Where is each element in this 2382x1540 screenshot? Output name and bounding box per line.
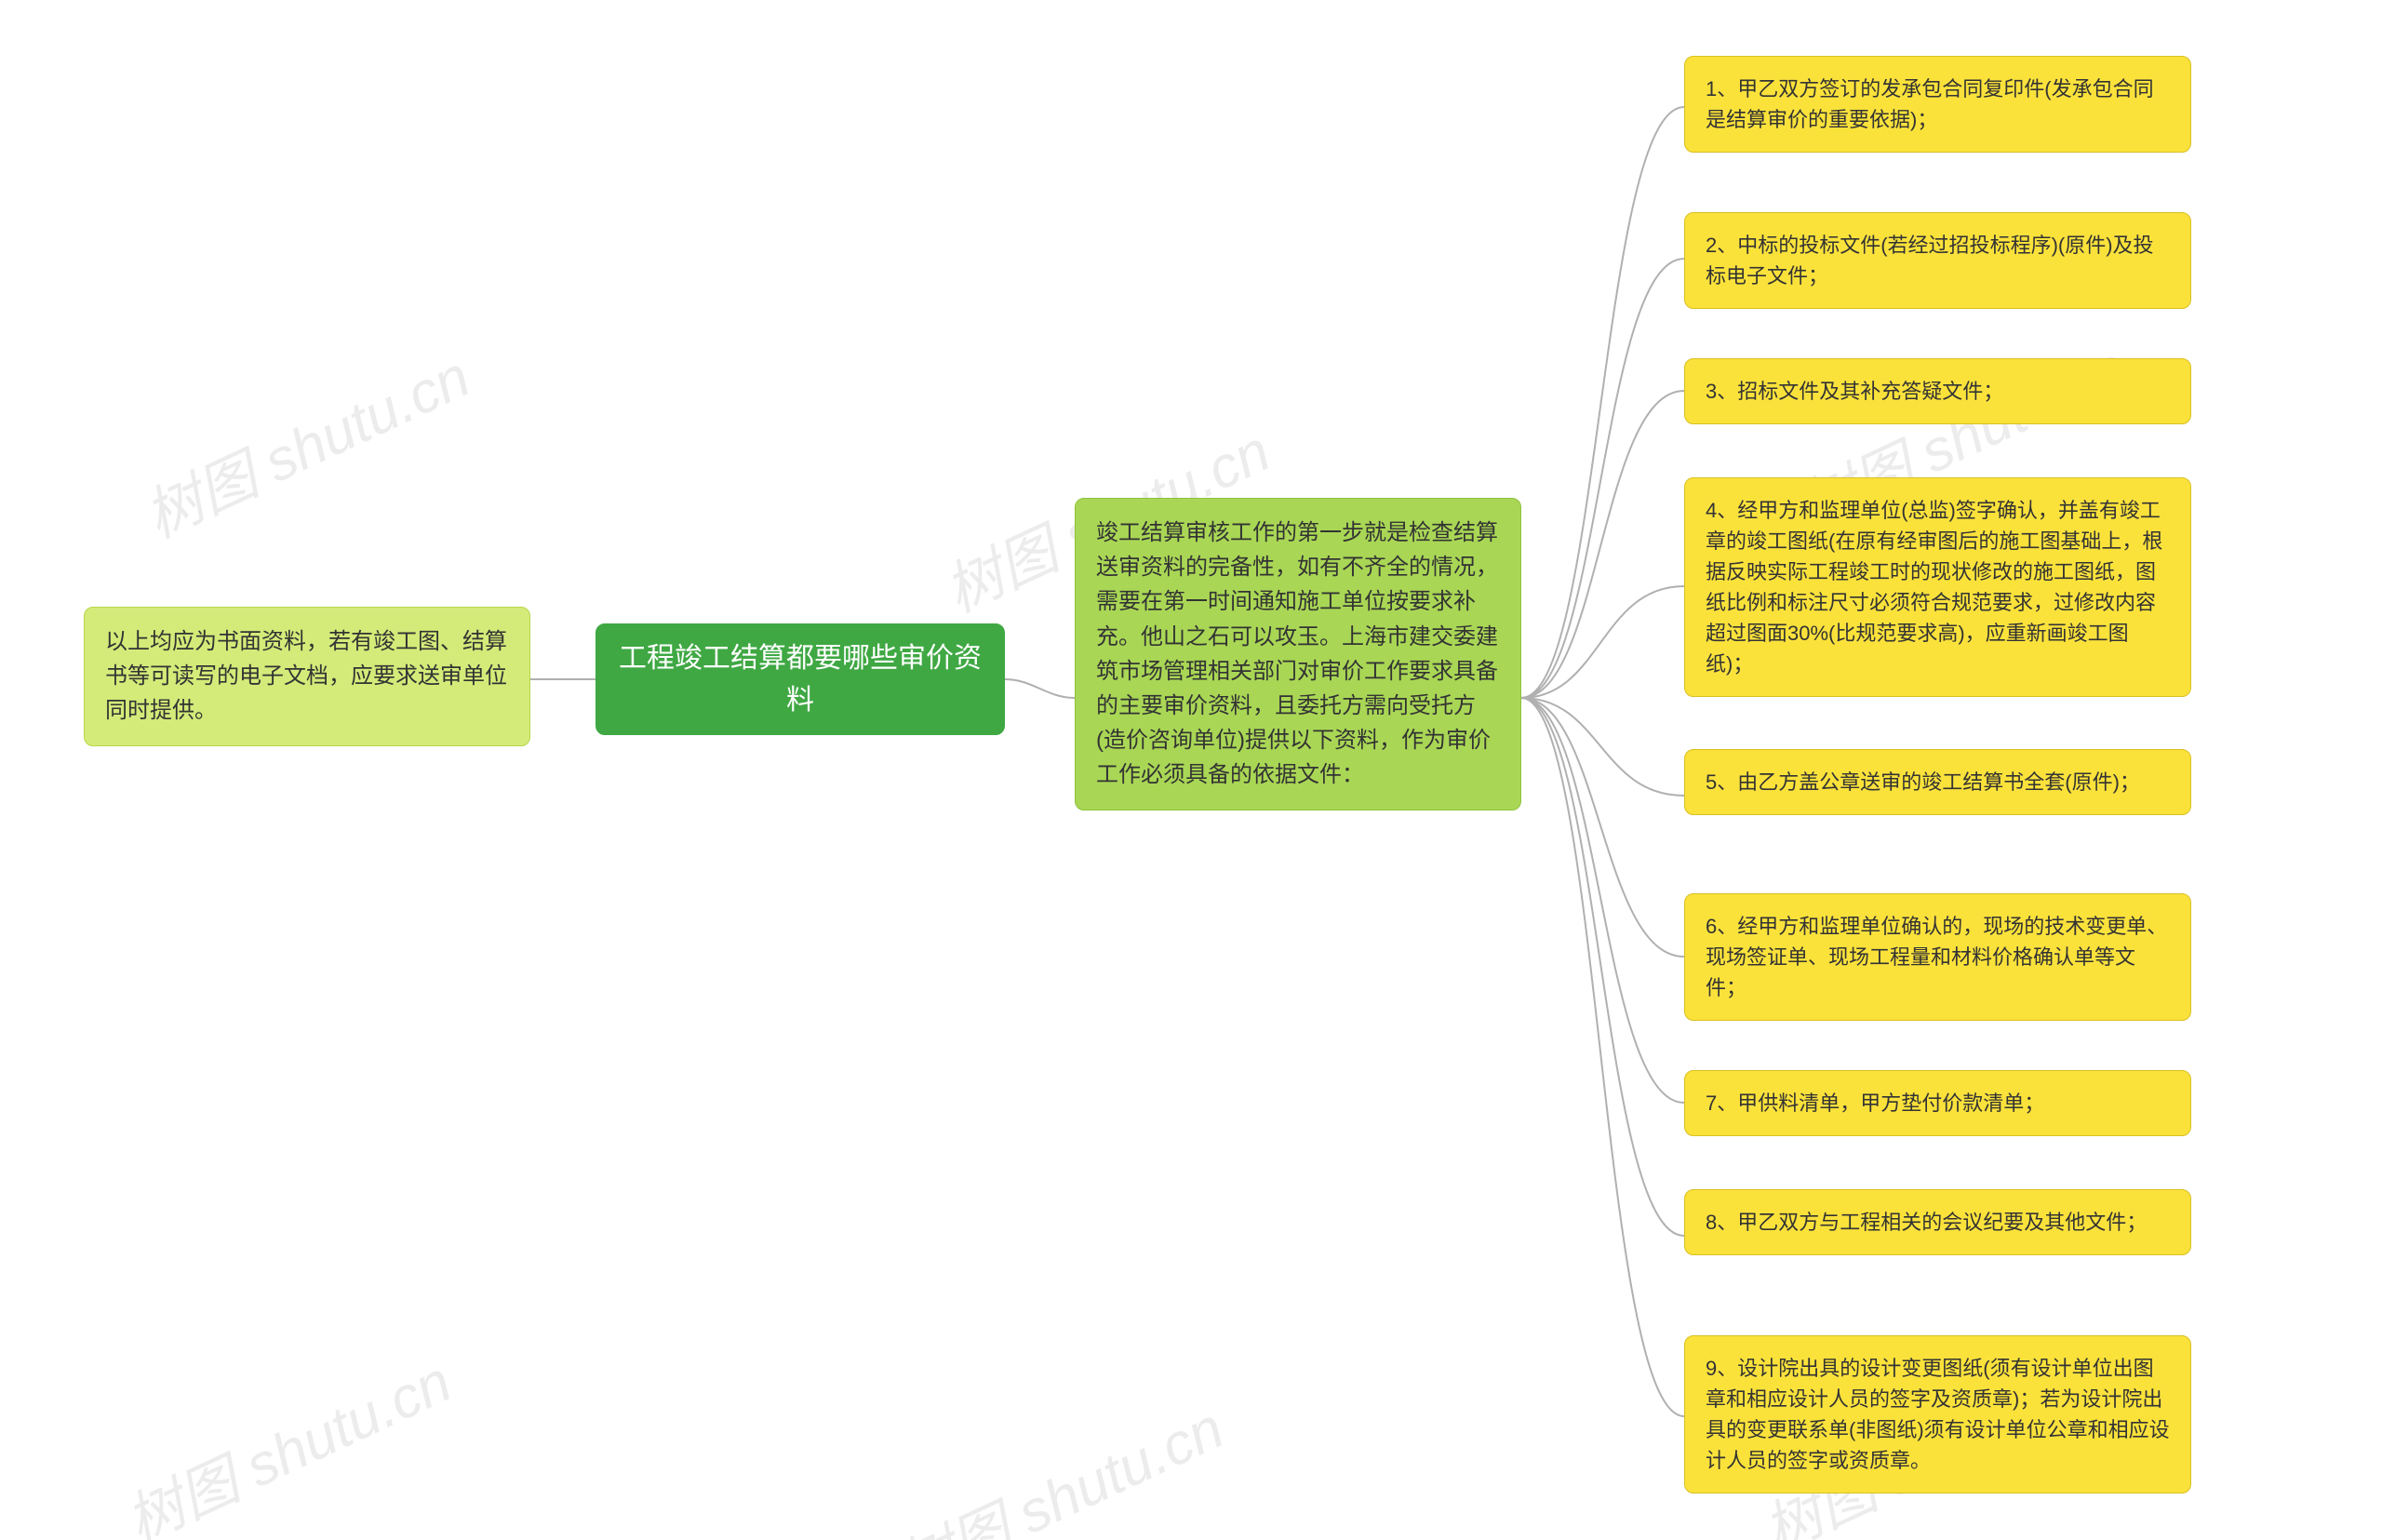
leaf-node: 1、甲乙双方签订的发承包合同复印件(发承包合同是结算审价的重要依据)；	[1684, 56, 2191, 153]
leaf-text: 9、设计院出具的设计变更图纸(须有设计单位出图章和相应设计人员的签字及资质章)；…	[1706, 1357, 2170, 1472]
right-child-node: 竣工结算审核工作的第一步就是检查结算送审资料的完备性，如有不齐全的情况，需要在第…	[1075, 498, 1521, 810]
leaf-text: 7、甲供料清单，甲方垫付价款清单；	[1706, 1091, 2044, 1115]
leaf-node: 2、中标的投标文件(若经过招投标程序)(原件)及投标电子文件；	[1684, 212, 2191, 309]
leaf-node: 8、甲乙双方与工程相关的会议纪要及其他文件；	[1684, 1189, 2191, 1255]
watermark: 树图 shutu.cn	[883, 1382, 1235, 1540]
root-node-text: 工程竣工结算都要哪些审价资料	[617, 637, 984, 721]
left-child-text: 以上均应为书面资料，若有竣工图、结算书等可读写的电子文档，应要求送审单位同时提供…	[105, 629, 507, 723]
watermark: 树图 shutu.cn	[129, 330, 481, 554]
leaf-text: 6、经甲方和监理单位确认的，现场的技术变更单、现场签证单、现场工程量和材料价格确…	[1706, 915, 2167, 999]
leaf-text: 1、甲乙双方签订的发承包合同复印件(发承包合同是结算审价的重要依据)；	[1706, 77, 2154, 131]
leaf-text: 2、中标的投标文件(若经过招投标程序)(原件)及投标电子文件；	[1706, 234, 2154, 288]
leaf-node: 6、经甲方和监理单位确认的，现场的技术变更单、现场签证单、现场工程量和材料价格确…	[1684, 893, 2191, 1021]
leaf-text: 4、经甲方和监理单位(总监)签字确认，并盖有竣工章的竣工图纸(在原有经审图后的施…	[1706, 499, 2162, 676]
leaf-text: 3、招标文件及其补充答疑文件；	[1706, 380, 2003, 403]
watermark: 树图 shutu.cn	[111, 1335, 462, 1540]
leaf-text: 8、甲乙双方与工程相关的会议纪要及其他文件；	[1706, 1211, 2147, 1234]
right-child-text: 竣工结算审核工作的第一步就是检查结算送审资料的完备性，如有不齐全的情况，需要在第…	[1096, 520, 1498, 787]
leaf-node: 7、甲供料清单，甲方垫付价款清单；	[1684, 1070, 2191, 1136]
leaf-node: 4、经甲方和监理单位(总监)签字确认，并盖有竣工章的竣工图纸(在原有经审图后的施…	[1684, 477, 2191, 697]
leaf-node: 3、招标文件及其补充答疑文件；	[1684, 358, 2191, 424]
left-child-node: 以上均应为书面资料，若有竣工图、结算书等可读写的电子文档，应要求送审单位同时提供…	[84, 607, 530, 746]
leaf-text: 5、由乙方盖公章送审的竣工结算书全套(原件)；	[1706, 770, 2140, 794]
root-node: 工程竣工结算都要哪些审价资料	[596, 623, 1005, 735]
leaf-node: 5、由乙方盖公章送审的竣工结算书全套(原件)；	[1684, 749, 2191, 815]
leaf-node: 9、设计院出具的设计变更图纸(须有设计单位出图章和相应设计人员的签字及资质章)；…	[1684, 1335, 2191, 1493]
